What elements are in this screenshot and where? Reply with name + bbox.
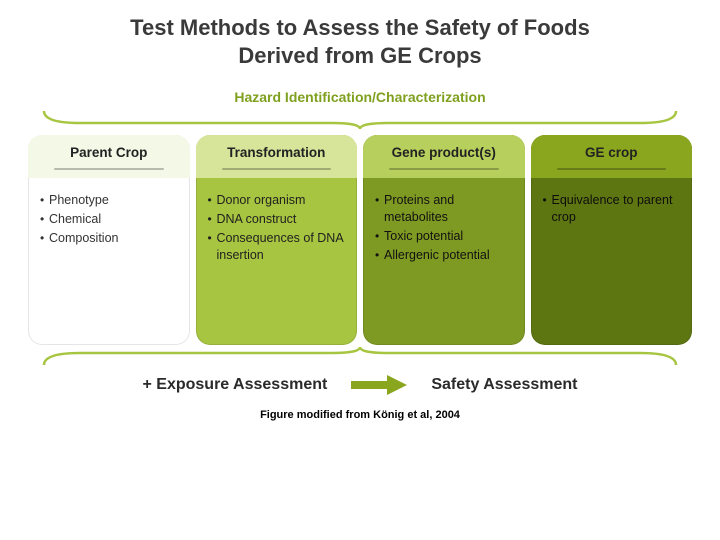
column-3: GE crop Equivalence to parent crop	[531, 135, 693, 345]
list-item: Phenotype	[40, 192, 180, 209]
list-item: Allergenic potential	[375, 247, 515, 264]
bottom-brace-icon	[40, 347, 680, 369]
arrow-icon	[349, 373, 409, 397]
bottom-row: + Exposure Assessment Safety Assessment	[28, 373, 692, 397]
page-title: Test Methods to Assess the Safety of Foo…	[0, 0, 720, 75]
column-title: GE crop	[531, 135, 693, 178]
column-body: Proteins and metabolites Toxic potential A…	[363, 178, 525, 345]
column-body: Donor organism DNA construct Consequences …	[196, 178, 358, 345]
exposure-assessment-label: + Exposure Assessment	[143, 376, 328, 394]
list-item: DNA construct	[208, 211, 348, 228]
top-brace-icon	[40, 107, 680, 129]
column-body: Phenotype Chemical Composition	[28, 178, 190, 345]
column-title: Gene product(s)	[363, 135, 525, 178]
list-item: Chemical	[40, 211, 180, 228]
title-line-1: Test Methods to Assess the Safety of Foo…	[130, 15, 590, 40]
list-item: Composition	[40, 230, 180, 247]
columns-container: Parent Crop Phenotype Chemical Composition T…	[28, 135, 692, 345]
subtitle: Hazard Identification/Characterization	[0, 89, 720, 105]
column-body: Equivalence to parent crop	[531, 178, 693, 345]
column-2: Gene product(s) Proteins and metabolites T…	[363, 135, 525, 345]
column-title: Parent Crop	[28, 135, 190, 178]
safety-assessment-label: Safety Assessment	[431, 376, 577, 394]
figure-credit: Figure modified from König et al, 2004	[0, 409, 720, 421]
column-1: Transformation Donor organism DNA construc…	[196, 135, 358, 345]
column-0: Parent Crop Phenotype Chemical Composition	[28, 135, 190, 345]
list-item: Consequences of DNA insertion	[208, 230, 348, 264]
column-title: Transformation	[196, 135, 358, 178]
title-line-2: Derived from GE Crops	[238, 43, 481, 68]
list-item: Toxic potential	[375, 228, 515, 245]
list-item: Proteins and metabolites	[375, 192, 515, 226]
list-item: Equivalence to parent crop	[543, 192, 683, 226]
list-item: Donor organism	[208, 192, 348, 209]
